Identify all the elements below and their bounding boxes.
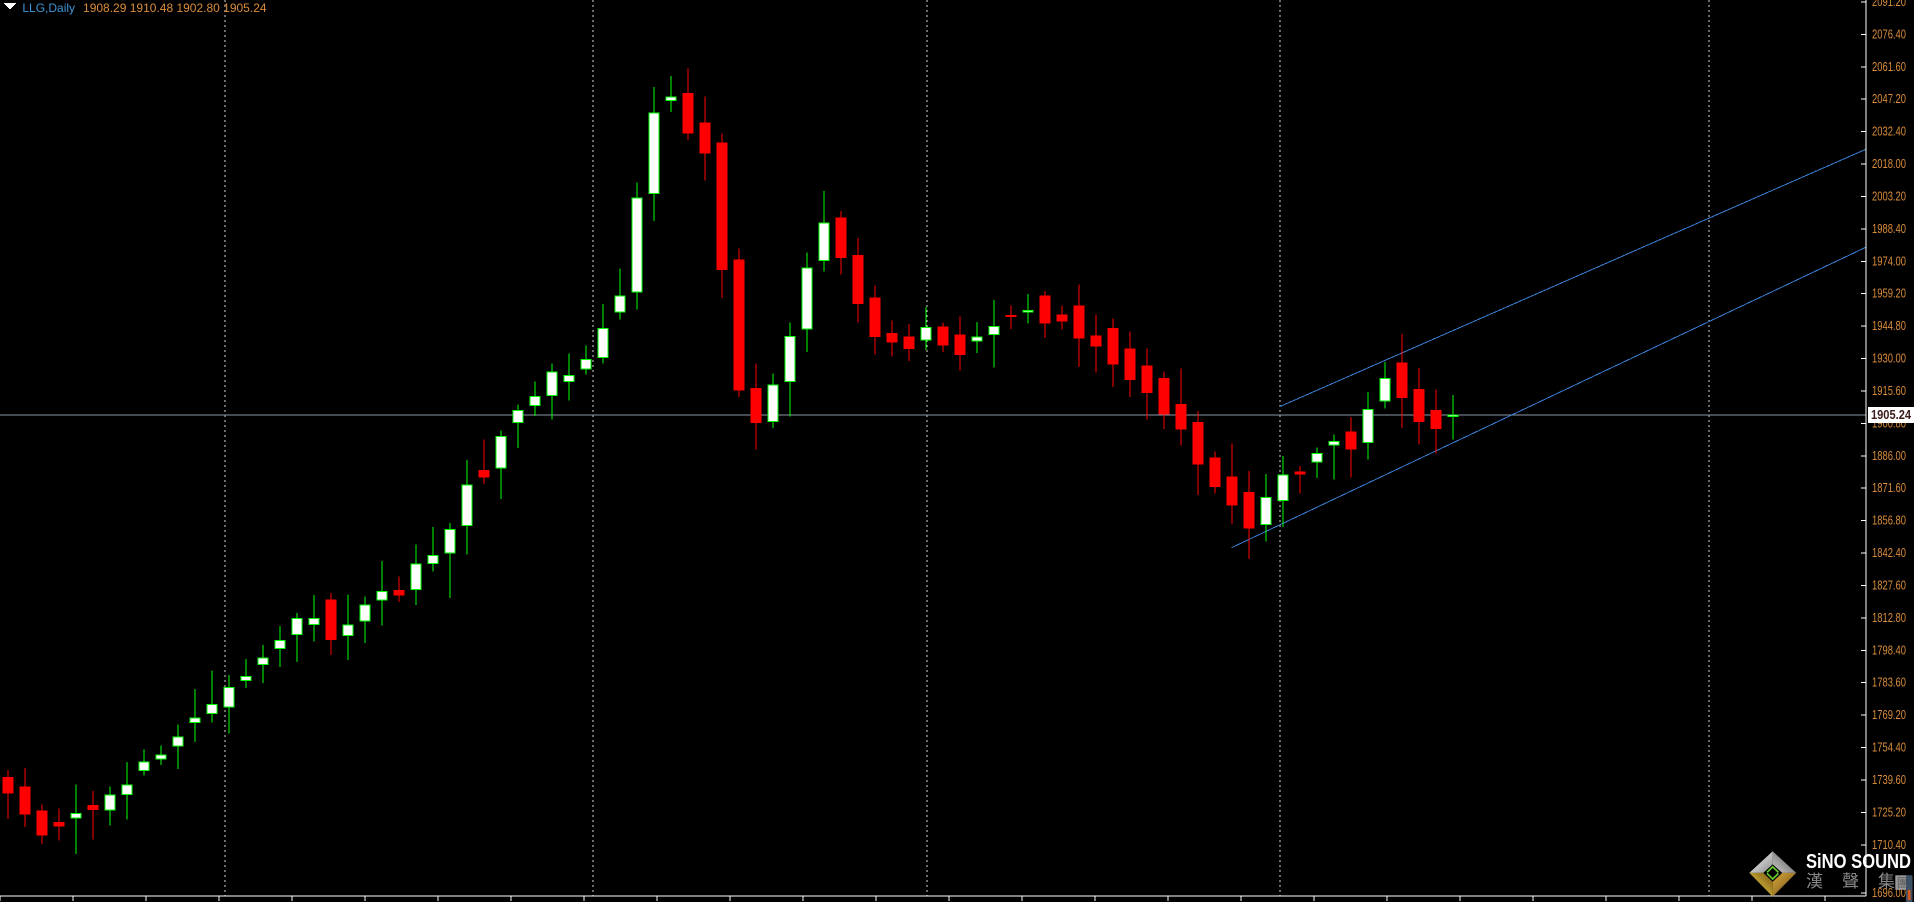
svg-text:漢 聲 集: 漢 聲 集 <box>1806 872 1895 891</box>
svg-text:SiNO SOUND: SiNO SOUND <box>1806 851 1911 873</box>
